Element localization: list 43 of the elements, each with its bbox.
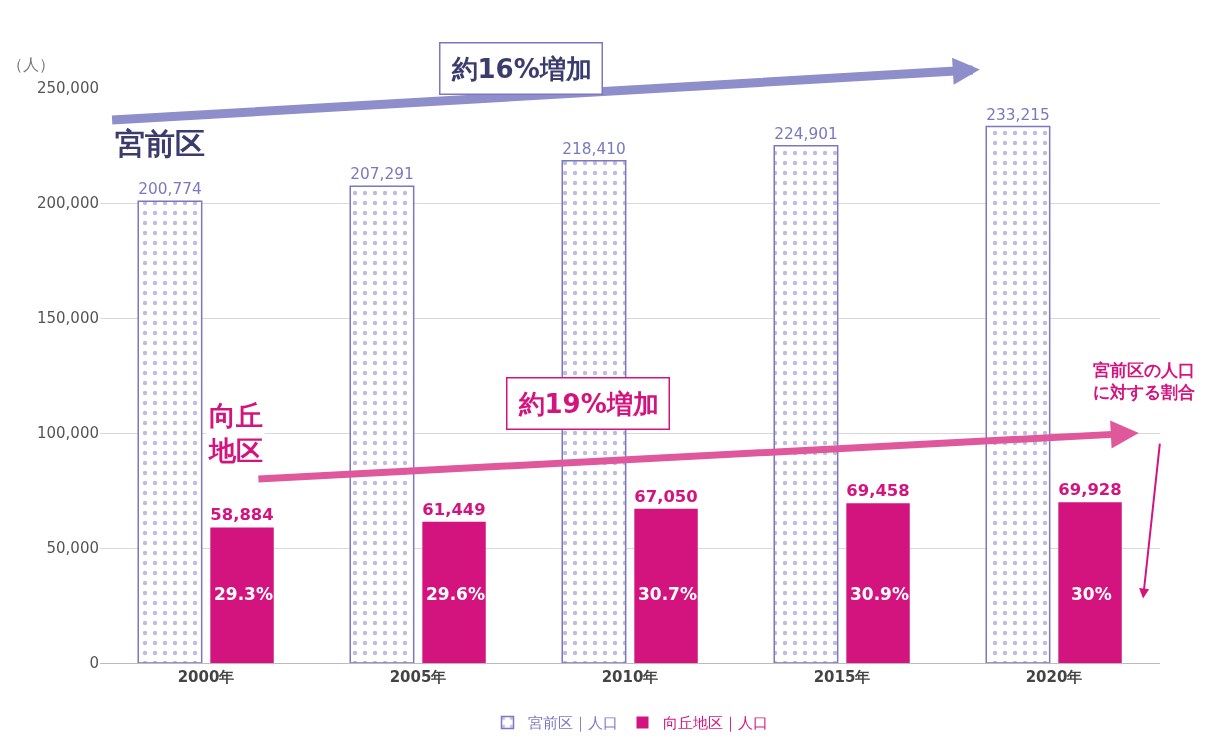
bar — [137, 200, 203, 663]
x-tick-label: 2000年 — [177, 668, 235, 686]
x-tick-label: 2010年 — [601, 668, 659, 686]
bar — [1058, 502, 1122, 663]
annotation: 向丘地区 — [208, 400, 263, 467]
bar — [422, 521, 486, 663]
y-tick-label: 250,000 — [36, 79, 99, 98]
y-tick-label: 50,000 — [46, 539, 99, 558]
y-tick-label: 0 — [89, 654, 99, 673]
bar — [773, 144, 839, 663]
annotation: 30.7% — [638, 584, 697, 604]
y-tick-label: 100,000 — [36, 424, 99, 443]
annotation: 30% — [1071, 584, 1112, 604]
data-label: 61,449 — [422, 499, 486, 519]
data-label: 224,901 — [774, 124, 838, 143]
annotation: 宮前区 — [115, 126, 205, 161]
annotation: 約19%増加 — [517, 388, 659, 419]
annotation: 29.6% — [426, 584, 485, 604]
data-label: 218,410 — [562, 139, 626, 158]
data-label: 69,458 — [846, 481, 910, 501]
bar — [985, 125, 1051, 663]
data-label: 207,291 — [350, 165, 414, 184]
bar — [210, 527, 274, 663]
y-axis-title: （人） — [7, 55, 55, 74]
bar — [349, 185, 415, 663]
y-tick-label: 150,000 — [36, 309, 99, 328]
legend-label: 向丘地区｜人口 — [662, 714, 768, 733]
text: 約16%増加 — [450, 53, 592, 84]
bar — [634, 508, 698, 663]
data-label: 67,050 — [634, 486, 698, 506]
data-label: 69,928 — [1058, 480, 1122, 500]
data-label: 233,215 — [986, 105, 1050, 124]
x-tick-label: 2015年 — [813, 668, 871, 686]
annotation: 宮前区の人口に対する割合 — [1093, 360, 1195, 403]
bar — [846, 503, 910, 663]
data-label: 200,774 — [138, 180, 202, 199]
x-tick-label: 2020年 — [1025, 668, 1083, 686]
text: 宮前区｜人口 — [527, 714, 618, 733]
annotation: 29.3% — [214, 584, 273, 604]
y-tick-label: 200,000 — [36, 194, 99, 213]
data-label: 58,884 — [210, 505, 274, 525]
annotation: 30.9% — [850, 584, 909, 604]
x-tick-label: 2005年 — [389, 668, 447, 686]
